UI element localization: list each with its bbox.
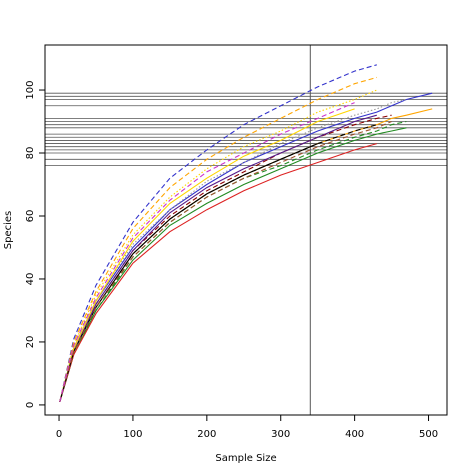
x-tick-label: 300 <box>271 429 290 440</box>
plot-frame <box>44 44 448 416</box>
x-tick-label: 100 <box>123 429 142 440</box>
series-line <box>59 120 407 402</box>
series-line <box>59 102 355 402</box>
y-tick-label: 60 <box>25 210 36 223</box>
series-line <box>59 114 377 402</box>
series-line <box>59 76 377 402</box>
y-tick-label: 40 <box>25 273 36 286</box>
x-tick-label: 200 <box>197 429 216 440</box>
y-tick-label: 0 <box>25 402 36 408</box>
series-line <box>59 89 378 402</box>
series-line <box>59 143 318 402</box>
x-axis-label: Sample Size <box>215 453 276 464</box>
x-tick-label: 0 <box>56 429 62 440</box>
x-tick-label: 500 <box>419 429 438 440</box>
y-tick-label: 80 <box>25 147 36 160</box>
series-line <box>59 114 392 402</box>
series-line <box>59 120 392 402</box>
series-line <box>59 143 377 402</box>
series-line <box>59 64 377 402</box>
series-line <box>59 98 407 402</box>
y-tick-label: 100 <box>25 80 36 99</box>
series-line <box>59 92 433 402</box>
series-line <box>59 124 377 402</box>
x-tick-label: 400 <box>345 429 364 440</box>
y-axis-label: Species <box>3 211 14 250</box>
series-line <box>59 108 355 402</box>
y-tick-label: 20 <box>25 336 36 349</box>
